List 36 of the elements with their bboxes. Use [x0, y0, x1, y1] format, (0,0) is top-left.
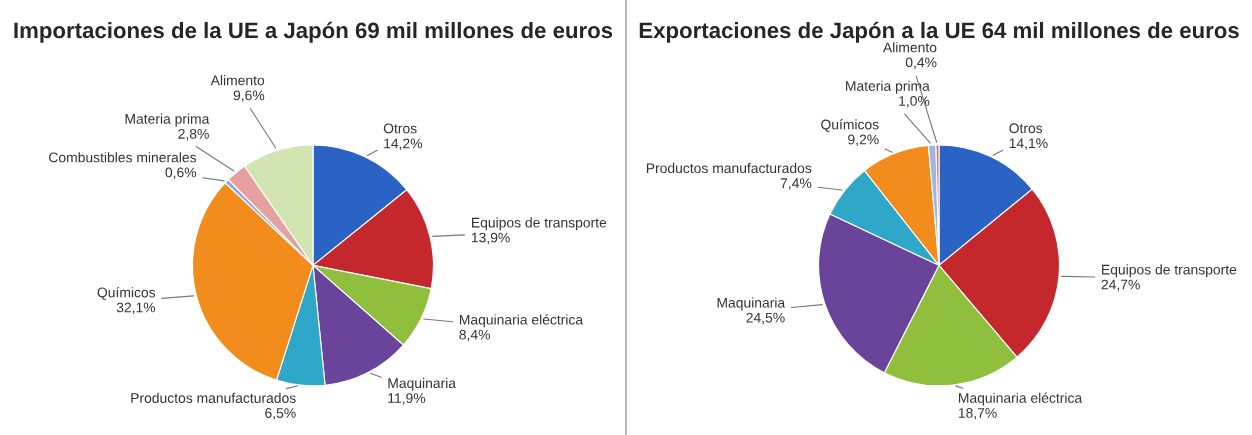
data-label: 18,7% [958, 407, 997, 420]
data-label: 13,9% [471, 232, 510, 245]
data-label: 9,2% [848, 134, 879, 147]
chart-title: Importaciones de la UE a Japón 69 mil millones de euros [14, 21, 613, 43]
slice-label: Maquinaria eléctrica [959, 392, 1083, 406]
slice-label: Alimento [210, 75, 265, 86]
slice-label: Equipos de transporte [1102, 264, 1237, 278]
data-label: 1,0% [899, 96, 930, 108]
slice-label: Químicos [821, 119, 879, 132]
slice-label: Equipos de transporte [472, 217, 607, 231]
slice-label: Productos manufacturados [646, 162, 812, 174]
data-label: 11,9% [388, 393, 426, 405]
data-label: 7,4% [780, 178, 812, 190]
chart-title: Exportaciones de Japón a la UE 64 mil millones de euros [639, 21, 1239, 43]
data-label: 0,6% [165, 167, 197, 179]
data-label: 9,6% [233, 90, 265, 102]
slice-label: Maquinaria eléctrica [459, 314, 584, 328]
data-label: 6,5% [265, 408, 296, 420]
slice-label: Maquinaria [717, 297, 786, 311]
data-label: 14,2% [384, 138, 423, 150]
data-label: 24,7% [1101, 279, 1140, 292]
data-label: 14,1% [1009, 138, 1048, 150]
slice-label: Otros [383, 123, 417, 134]
slice-label: Químicos [97, 287, 156, 300]
data-label: 32,1% [116, 302, 156, 314]
data-label: 8,4% [459, 329, 490, 342]
slice-label: Otros [1009, 123, 1043, 134]
slice-label: Materia prima [846, 80, 930, 94]
slice-label: Combustibles minerales [49, 152, 197, 163]
data-label: 24,5% [746, 312, 785, 325]
slice-label: Alimento [882, 42, 937, 53]
data-label: 0,4% [905, 57, 937, 69]
data-label: 2,8% [178, 128, 209, 141]
slice-label: Materia prima [125, 113, 210, 127]
slice-label: Maquinaria [388, 377, 456, 391]
slice-label: Productos manufacturados [131, 392, 296, 403]
